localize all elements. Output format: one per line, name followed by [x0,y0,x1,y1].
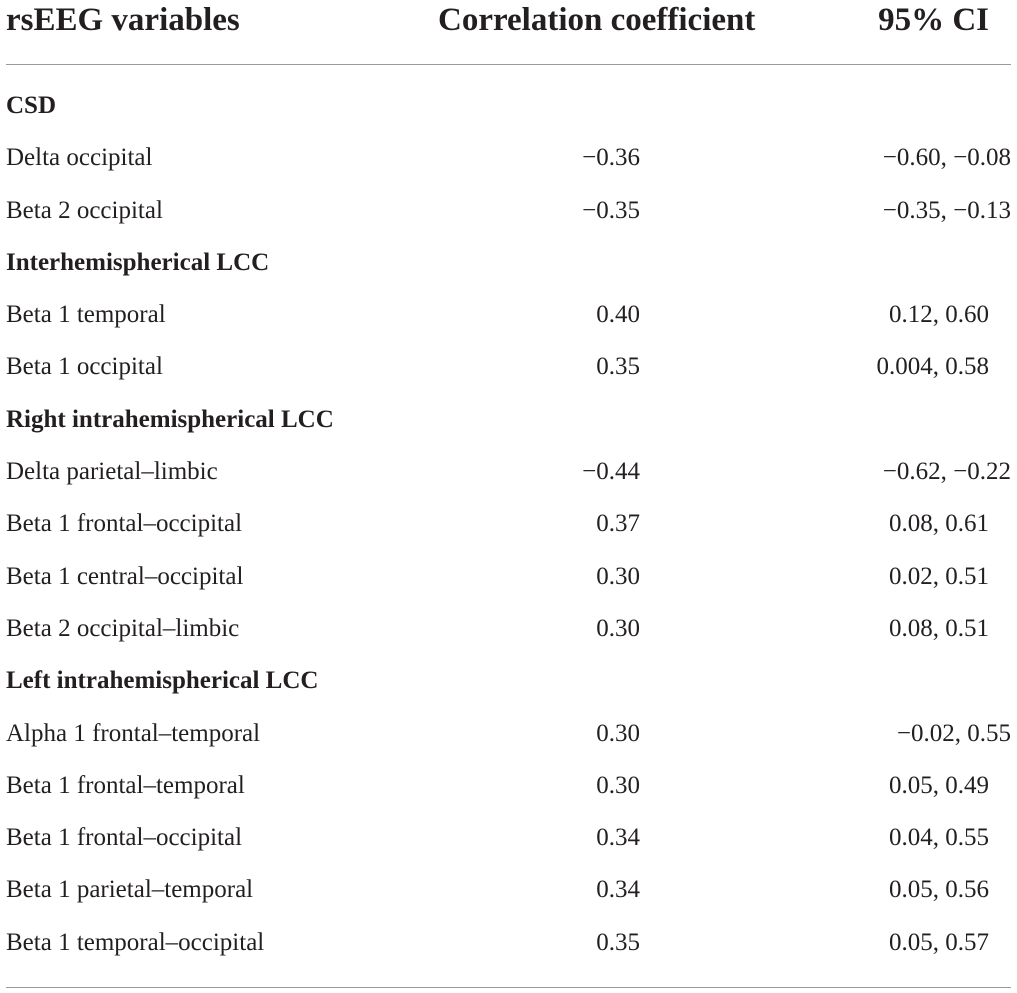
ci-cell: 0.12, 0.60 [889,301,989,329]
correlation-cell: 0.30 [596,771,640,799]
column-header-ci: 95% CI [878,2,989,38]
correlation-cell: 0.34 [596,824,640,852]
table-row: Beta 2 occipital −0.35 −0.35, −0.13 [0,189,1017,241]
correlation-cell: −0.36 [582,144,640,172]
column-header-correlation: Correlation coefficient [438,2,756,38]
variable-cell: Beta 1 temporal–occipital [6,928,265,956]
variable-cell: Beta 1 frontal–occipital [6,824,243,852]
ci-cell: 0.05, 0.56 [889,876,989,904]
section-heading: Interhemispherical LCC [6,248,270,276]
section-heading-row: Interhemispherical LCC [0,241,1017,293]
table-row: Beta 1 frontal–occipital 0.34 0.04, 0.55 [0,816,1017,868]
table-row: Beta 1 frontal–occipital 0.37 0.08, 0.61 [0,502,1017,554]
ci-cell: 0.08, 0.51 [889,614,989,642]
table-row: Beta 1 parietal–temporal 0.34 0.05, 0.56 [0,868,1017,920]
correlation-cell: 0.34 [596,876,640,904]
section-heading: Right intrahemispherical LCC [6,405,334,433]
table-row: Beta 1 temporal 0.40 0.12, 0.60 [0,293,1017,345]
table-header: rsEEG variables Correlation coefficient … [0,0,1017,46]
section-heading-row: Left intrahemispherical LCC [0,659,1017,711]
table-row: Alpha 1 frontal–temporal 0.30 −0.02, 0.55 [0,712,1017,764]
table-row: Beta 1 temporal–occipital 0.35 0.05, 0.57 [0,921,1017,973]
table-body: CSD Delta occipital −0.36 −0.60, −0.08 Beta … [0,84,1017,973]
section-heading-row: CSD [0,84,1017,136]
table-row: Beta 1 central–occipital 0.30 0.02, 0.51 [0,555,1017,607]
header-rule [6,64,1011,65]
table-row: Beta 1 frontal–temporal 0.30 0.05, 0.49 [0,764,1017,816]
ci-cell: −0.35, −0.13 [882,196,1011,224]
table-row: Beta 2 occipital–limbic 0.30 0.08, 0.51 [0,607,1017,659]
correlation-cell: 0.30 [596,719,640,747]
bottom-rule [6,987,1011,988]
section-heading: CSD [6,92,57,119]
section-heading-row: Right intrahemispherical LCC [0,398,1017,450]
variable-cell: Delta occipital [6,144,153,172]
variable-cell: Beta 1 frontal–temporal [6,771,245,799]
ci-cell: 0.004, 0.58 [876,353,990,381]
correlation-cell: 0.30 [596,614,640,642]
ci-cell: 0.08, 0.61 [889,510,989,538]
correlation-cell: 0.35 [596,353,640,381]
column-header-variables: rsEEG variables [6,2,240,38]
correlation-cell: 0.40 [596,301,640,329]
ci-cell: −0.62, −0.22 [882,458,1011,486]
correlation-cell: −0.35 [582,196,640,224]
ci-cell: −0.02, 0.55 [896,719,1011,747]
correlation-cell: −0.44 [582,458,640,486]
ci-cell: 0.02, 0.51 [889,562,989,590]
variable-cell: Beta 1 central–occipital [6,562,244,590]
variable-cell: Beta 2 occipital [6,196,163,224]
correlation-cell: 0.30 [596,562,640,590]
section-heading: Left intrahemispherical LCC [6,667,319,695]
variable-cell: Beta 1 parietal–temporal [6,876,254,904]
ci-cell: −0.60, −0.08 [882,144,1011,172]
variable-cell: Alpha 1 frontal–temporal [6,719,261,747]
table-row: Beta 1 occipital 0.35 0.004, 0.58 [0,345,1017,397]
variable-cell: Delta parietal–limbic [6,458,218,486]
variable-cell: Beta 2 occipital–limbic [6,614,240,642]
correlation-cell: 0.35 [596,928,640,956]
table-row: Delta parietal–limbic −0.44 −0.62, −0.22 [0,450,1017,502]
correlation-cell: 0.37 [596,510,640,538]
variable-cell: Beta 1 occipital [6,353,163,381]
ci-cell: 0.04, 0.55 [889,824,989,852]
ci-cell: 0.05, 0.57 [889,928,989,956]
ci-cell: 0.05, 0.49 [889,771,989,799]
variable-cell: Beta 1 temporal [6,301,166,329]
table-row: Delta occipital −0.36 −0.60, −0.08 [0,136,1017,188]
variable-cell: Beta 1 frontal–occipital [6,510,243,538]
